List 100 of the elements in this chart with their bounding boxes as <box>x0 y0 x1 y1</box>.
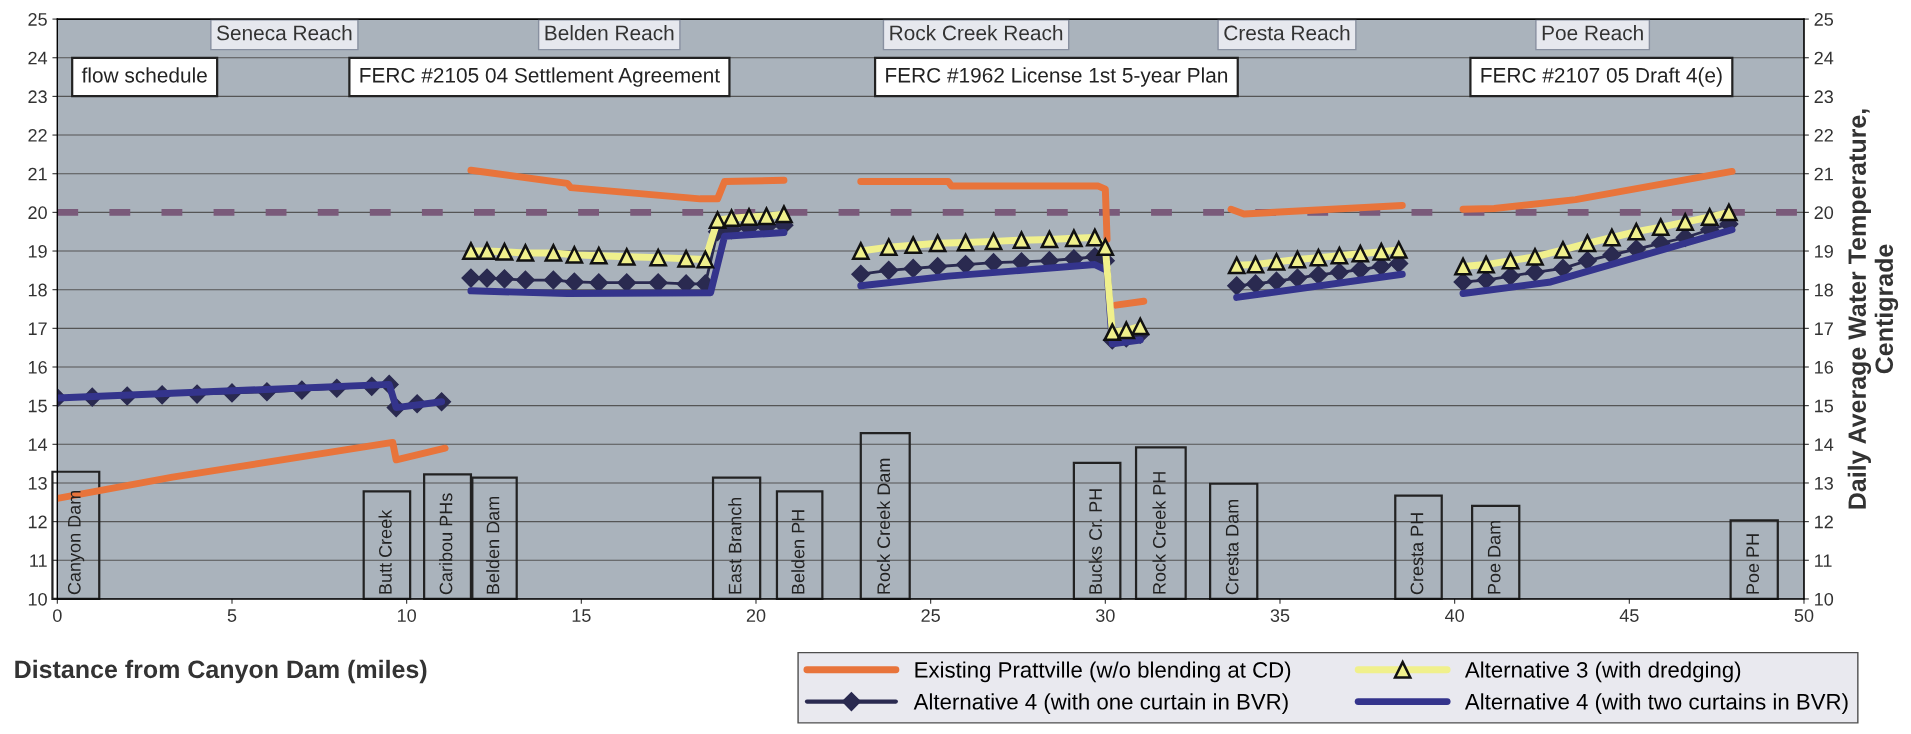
point <box>1064 229 1083 248</box>
point <box>928 234 947 253</box>
y-tick-label: 11 <box>30 554 47 567</box>
point <box>1700 208 1719 226</box>
annotation: FERC #1962 License 1st 5-year Plan <box>886 67 1228 87</box>
point <box>1227 256 1246 275</box>
x-tick-label: 50 <box>1794 609 1814 622</box>
point <box>1103 323 1122 342</box>
y2-tick-label: 25 <box>1814 13 1834 26</box>
annotation: Caribou PHs <box>439 493 453 595</box>
point <box>775 205 793 224</box>
y2-tick-label: 16 <box>1815 360 1833 374</box>
point <box>1389 240 1408 259</box>
x-tick-label: 35 <box>1270 609 1290 622</box>
point <box>1501 251 1520 270</box>
annotation: flow schedule <box>81 67 207 83</box>
y-tick-label: 15 <box>28 399 47 413</box>
point <box>1012 231 1031 250</box>
point <box>1651 218 1670 236</box>
y-tick-label: 21 <box>28 167 47 181</box>
point <box>649 248 668 267</box>
x-tick-label: 45 <box>1619 609 1639 622</box>
y2-tick-label: 17 <box>1815 322 1833 335</box>
x-tick-label: 30 <box>1095 609 1115 622</box>
point <box>1117 321 1136 340</box>
legend-label: Alternative 4 (with two curtains in BVR) <box>1464 693 1848 714</box>
y-tick-label: 10 <box>28 592 47 606</box>
point <box>1267 252 1286 271</box>
y-tick-label: 20 <box>28 206 47 220</box>
annotation: Canyon Dam <box>67 490 85 595</box>
point <box>1351 244 1370 263</box>
annotation: Rock Creek Reach <box>890 25 1063 41</box>
point <box>757 207 776 226</box>
point <box>1040 230 1059 249</box>
y2-tick-label: 13 <box>1815 476 1833 490</box>
point <box>696 250 715 269</box>
annotation: Bucks Cr. PH <box>1088 489 1102 594</box>
point <box>1131 317 1150 336</box>
point <box>740 208 758 226</box>
y2-tick-label: 20 <box>1814 206 1834 220</box>
point <box>1554 240 1572 259</box>
point <box>1085 228 1104 247</box>
x-tick-label: 15 <box>572 609 591 622</box>
point <box>1330 246 1349 265</box>
point <box>904 236 923 255</box>
y2-axis-title: Daily Average Water Temperature, Centigrade <box>1847 109 1899 509</box>
point <box>617 247 636 266</box>
point <box>1096 238 1115 257</box>
y2-tick-label: 23 <box>1814 90 1833 104</box>
y-tick-label: 23 <box>28 90 47 104</box>
y2-tick-label: 12 <box>1815 515 1833 529</box>
legend-label: Existing Prattville (w/o blending at CD) <box>915 661 1291 683</box>
point <box>1454 257 1472 276</box>
annotation: FERC #2105 04 Settlement Agreement <box>360 67 720 87</box>
point <box>1372 242 1391 261</box>
annotation: Cresta Reach <box>1224 25 1350 41</box>
point <box>1602 228 1621 247</box>
y-tick-label: 19 <box>28 244 47 258</box>
y-tick-label: 13 <box>28 476 47 490</box>
y-tick-label: 24 <box>28 51 48 65</box>
annotation: Rock Creek PH <box>1152 472 1166 594</box>
y-tick-label: 18 <box>28 283 47 297</box>
y2-tick-label: 11 <box>1815 554 1832 567</box>
y2-tick-label: 18 <box>1815 283 1833 297</box>
y-tick-label: 12 <box>28 515 47 529</box>
annotation: Cresta PH <box>1410 513 1424 595</box>
point <box>495 242 514 261</box>
point <box>565 246 584 264</box>
point <box>1719 203 1738 222</box>
point <box>1288 250 1307 269</box>
annotation: Poe Dam <box>1487 521 1501 594</box>
point <box>516 244 535 262</box>
point <box>1526 247 1544 266</box>
point <box>984 232 1003 251</box>
point <box>879 238 898 257</box>
point <box>1309 248 1328 267</box>
point <box>589 246 608 265</box>
legend-label: Alternative 3 (with dredging) <box>1464 661 1741 683</box>
y2-tick-label: 10 <box>1815 592 1834 606</box>
x-tick-label: 5 <box>227 609 237 622</box>
point <box>851 242 870 260</box>
x-axis-title: Distance from Canyon Dam (miles) <box>15 659 427 684</box>
x-tick-label: 0 <box>53 609 62 622</box>
point <box>1676 213 1695 231</box>
y2-tick-label: 19 <box>1815 244 1833 258</box>
annotation: Poe PH <box>1746 534 1760 594</box>
point <box>1578 234 1597 253</box>
point <box>1246 255 1265 274</box>
point <box>544 244 563 262</box>
x-tick-label: 10 <box>398 609 416 622</box>
annotation: Belden Dam <box>486 496 500 594</box>
point <box>956 233 975 252</box>
point <box>677 249 696 268</box>
point <box>708 211 727 229</box>
y2-tick-label: 21 <box>1814 167 1833 181</box>
y-tick-label: 17 <box>28 322 47 335</box>
y-tick-label: 14 <box>28 438 48 451</box>
y2-tick-label: 15 <box>1815 399 1834 413</box>
point <box>1477 255 1495 274</box>
annotation: Cresta Dam <box>1225 499 1239 595</box>
